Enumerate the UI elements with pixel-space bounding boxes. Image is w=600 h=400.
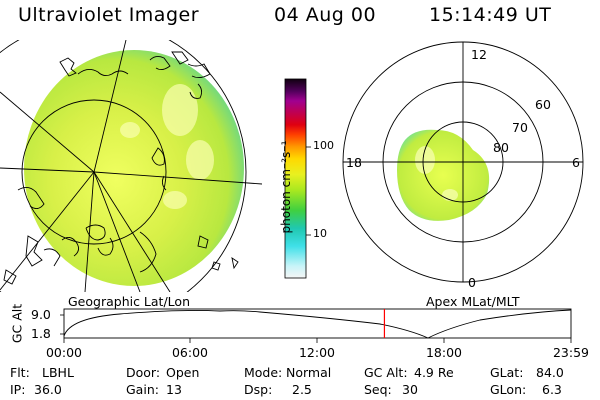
polar-plot	[342, 41, 584, 283]
info-gcalt-value: 4.9 Re	[414, 365, 454, 380]
altitude-xtick: 23:59	[552, 345, 590, 360]
altitude-xtick: 18:00	[425, 345, 463, 360]
lat-label-80: 80	[493, 140, 509, 155]
title: Ultraviolet Imager	[18, 4, 200, 26]
info-glat-label: GLat:	[490, 365, 524, 380]
info-door-label: Door:	[126, 365, 161, 380]
altitude-xtick: 12:00	[298, 345, 336, 360]
info-door-value: Open	[166, 365, 200, 380]
info-seq-label: Seq:	[364, 382, 392, 397]
altitude-plot	[60, 308, 572, 343]
info-dsp-value: 2.5	[292, 382, 312, 397]
altitude-ytick-high: 9.0	[31, 307, 51, 322]
info-ip-label: IP:	[10, 382, 26, 397]
colorbar-unit-label: photon cm⁻²s⁻¹	[279, 140, 293, 234]
info-gain-label: Gain:	[126, 382, 159, 397]
altitude-xtick: 00:00	[45, 345, 83, 360]
info-glat-value: 84.0	[536, 365, 564, 380]
lat-label-60: 60	[535, 97, 551, 112]
colorbar	[284, 78, 307, 279]
altitude-ytick-low: 1.8	[31, 326, 51, 341]
info-glon-label: GLon:	[490, 382, 527, 397]
right-panel-caption: Apex MLat/MLT	[426, 294, 520, 309]
time: 15:14:49 UT	[429, 4, 552, 26]
mlt-label-18: 18	[346, 155, 362, 170]
info-flt-value: LBHL	[42, 365, 74, 380]
altitude-curve	[63, 309, 572, 339]
date: 04 Aug 00	[274, 4, 377, 26]
geographic-image	[0, 40, 262, 292]
colorbar-tick-10: 10	[313, 227, 327, 240]
info-glon-value: 6.3	[542, 382, 562, 397]
info-seq-value: 30	[402, 382, 418, 397]
mlt-label-12: 12	[471, 47, 487, 62]
info-ip-value: 36.0	[34, 382, 62, 397]
altitude-xtick: 06:00	[171, 345, 209, 360]
info-gcalt-label: GC Alt:	[364, 365, 408, 380]
info-mode-label: Mode:	[244, 365, 283, 380]
info-mode-value: Normal	[286, 365, 332, 380]
mlt-label-6: 6	[572, 155, 580, 170]
lat-label-70: 70	[512, 120, 528, 135]
altitude-ylabel: GC Alt	[9, 303, 25, 344]
left-panel-caption: Geographic Lat/Lon	[68, 294, 190, 309]
mlt-label-0: 0	[468, 275, 476, 290]
info-dsp-label: Dsp:	[244, 382, 273, 397]
info-gain-value: 13	[166, 382, 182, 397]
info-flt-label: Flt:	[10, 365, 30, 380]
colorbar-tick-100: 100	[313, 139, 334, 152]
